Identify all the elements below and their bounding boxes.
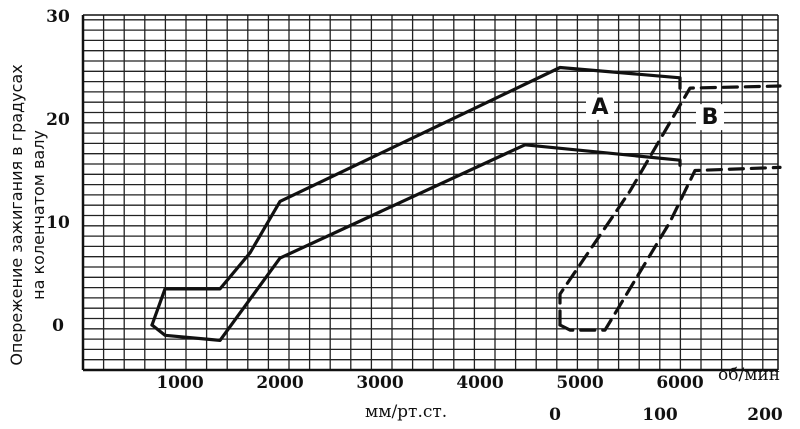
curve-label-a: A	[591, 95, 608, 120]
curve-label-b: B	[702, 105, 719, 130]
chart-tick-labels: 0102030100020003000400050006000010020030…	[46, 7, 783, 425]
x-axis-unit: об/мин	[718, 365, 780, 385]
curve-label-backdrop	[696, 104, 724, 131]
vacuum-tick-label: 100	[642, 405, 678, 425]
chart-grid	[82, 15, 778, 371]
vacuum-axis-unit: мм/рт.ст.	[365, 402, 447, 422]
x-tick-label: 3000	[356, 373, 403, 393]
vacuum-tick-label: 0	[549, 405, 561, 425]
curve-label-backdrop	[586, 93, 614, 120]
dashed-curve-3	[558, 165, 782, 332]
x-tick-label: 4000	[456, 373, 503, 393]
y-tick-label: 30	[46, 7, 70, 27]
chart-axes	[81, 14, 779, 372]
dashed-curve-2	[558, 84, 782, 327]
vacuum-tick-label: 200	[747, 405, 783, 425]
x-tick-label: 6000	[656, 373, 703, 393]
x-tick-label: 1000	[156, 373, 203, 393]
solid-curve-0	[150, 65, 682, 327]
solid-curve-1	[150, 143, 682, 342]
y-tick-label: 0	[52, 316, 64, 336]
y-tick-label: 20	[46, 110, 70, 130]
y-axis-label-line-1: Опережение зажигания в градусах	[7, 64, 26, 365]
chart-curves	[150, 65, 782, 342]
y-tick-label: 10	[46, 213, 70, 233]
x-tick-label: 5000	[556, 373, 603, 393]
x-tick-label: 2000	[256, 373, 303, 393]
y-axis-label-line-2: на коленчатом валу	[29, 130, 48, 300]
